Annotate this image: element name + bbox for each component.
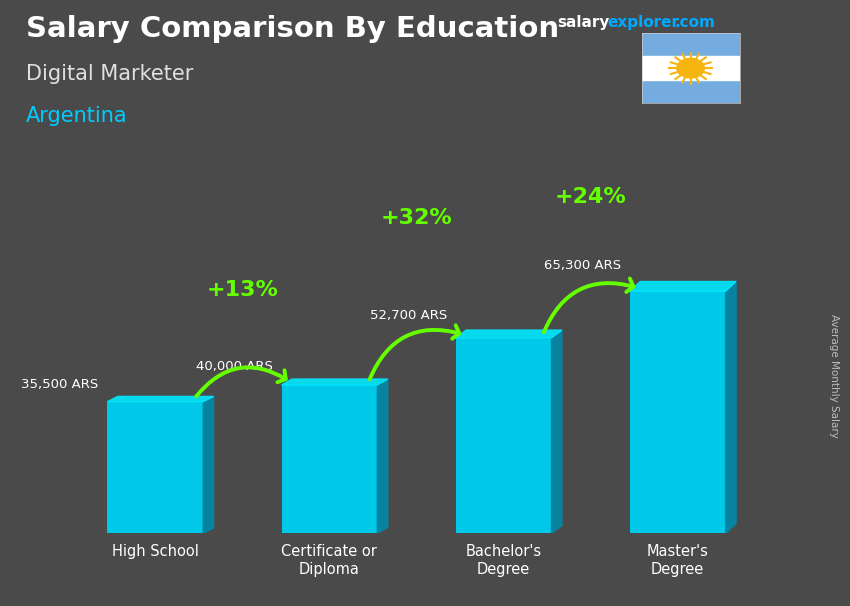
Text: 35,500 ARS: 35,500 ARS [21,378,99,391]
Text: .com: .com [674,15,715,30]
Text: 65,300 ARS: 65,300 ARS [544,259,621,272]
Text: +13%: +13% [207,281,278,301]
Text: 52,700 ARS: 52,700 ARS [370,309,447,322]
Text: 40,000 ARS: 40,000 ARS [196,360,273,373]
Polygon shape [726,282,736,533]
Polygon shape [552,330,562,533]
Polygon shape [456,330,562,338]
Text: Digital Marketer: Digital Marketer [26,64,193,84]
Circle shape [677,58,705,78]
Text: +32%: +32% [381,208,452,228]
Text: Average Monthly Salary: Average Monthly Salary [829,314,839,438]
Polygon shape [630,282,736,291]
Text: Salary Comparison By Education: Salary Comparison By Education [26,15,558,43]
Text: explorer: explorer [607,15,679,30]
Bar [107,402,203,533]
Bar [642,80,740,103]
Text: +24%: +24% [555,187,626,207]
Text: salary: salary [557,15,609,30]
Text: Argentina: Argentina [26,106,128,126]
Bar [281,385,377,533]
Bar [630,291,726,533]
Polygon shape [281,379,388,385]
Bar [642,56,740,80]
Bar [642,33,740,56]
Polygon shape [107,396,213,402]
Polygon shape [377,379,388,533]
Bar [456,338,552,533]
Polygon shape [203,396,213,533]
